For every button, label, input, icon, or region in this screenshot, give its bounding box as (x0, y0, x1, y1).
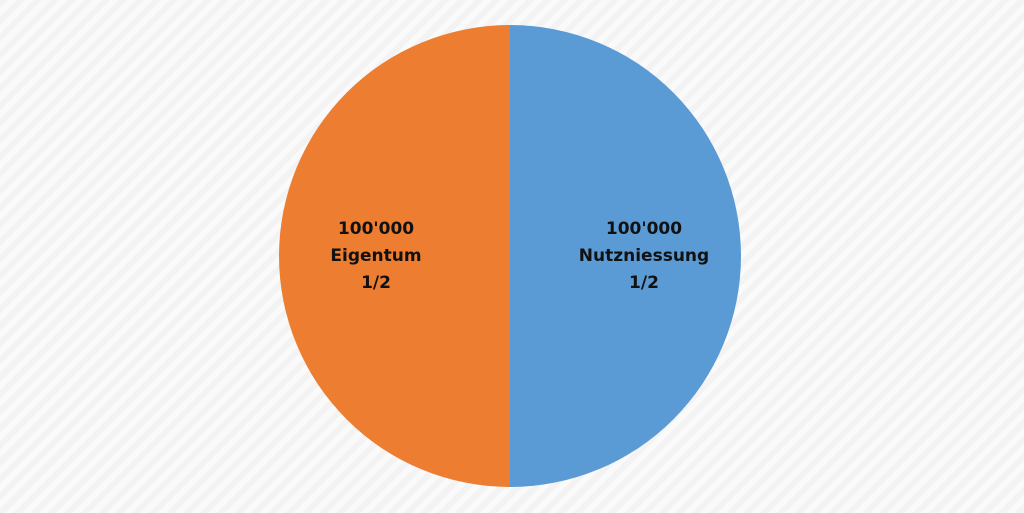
share-label: 1/2 (629, 273, 659, 293)
category-label: Eigentum (330, 246, 421, 266)
value-label: 100'000 (338, 219, 414, 239)
pie-slice (279, 25, 510, 487)
pie-slice (510, 25, 741, 487)
category-label: Nutzniessung (579, 246, 709, 266)
value-label: 100'000 (606, 219, 682, 239)
share-label: 1/2 (361, 273, 391, 293)
